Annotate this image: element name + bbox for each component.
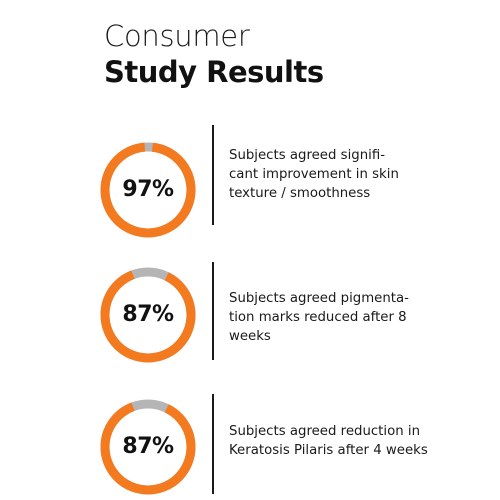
progress-ring-2: 87%: [99, 266, 197, 364]
stat-description: Subjects agreed signifi- cant improvemen…: [229, 146, 429, 203]
stat-value: 87%: [122, 434, 174, 459]
stat-block-1: 97% Subjects agreed signifi- cant improv…: [0, 125, 500, 238]
stat-value: 97%: [122, 177, 174, 202]
ring-progress-arc: [100, 142, 196, 238]
stat-value: 87%: [122, 302, 174, 327]
description-line: Keratosis Pilaris after 4 weeks: [229, 443, 428, 458]
progress-ring-graphic: [100, 399, 196, 495]
ring-progress-arc: [100, 399, 196, 495]
vertical-divider: [212, 394, 214, 494]
progress-ring-graphic: [100, 267, 196, 363]
description-line: cant improvement in skin: [229, 167, 399, 182]
title-line-1: Consumer: [104, 19, 250, 53]
title-line-2: Study Results: [104, 55, 324, 89]
vertical-divider: [212, 125, 214, 225]
stat-block-2: 87% Subjects agreed pigmenta- tion marks…: [0, 262, 500, 364]
description-line: Subjects agreed reduction in: [229, 424, 421, 439]
description-line: texture / smoothness: [229, 186, 371, 201]
progress-ring-3: 87%: [99, 398, 197, 496]
progress-ring-graphic: [100, 142, 196, 238]
description-line: Subjects agreed signifi-: [229, 148, 386, 163]
stat-description: Subjects agreed reduction in Keratosis P…: [229, 422, 429, 460]
ring-progress-arc: [100, 267, 196, 363]
vertical-divider: [212, 262, 214, 360]
stat-description: Subjects agreed pigmenta- tion marks red…: [229, 289, 429, 346]
description-line: Subjects agreed pigmenta-: [229, 291, 409, 306]
description-line: tion marks reduced after 8: [229, 310, 407, 325]
stat-block-3: 87% Subjects agreed reduction in Keratos…: [0, 392, 500, 495]
description-line: weeks: [229, 329, 271, 344]
progress-ring-1: 97%: [99, 141, 197, 239]
